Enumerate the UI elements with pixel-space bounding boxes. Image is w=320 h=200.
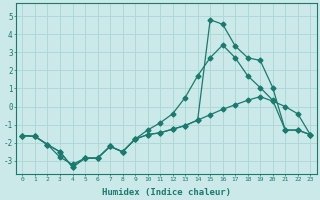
X-axis label: Humidex (Indice chaleur): Humidex (Indice chaleur) — [102, 188, 231, 197]
